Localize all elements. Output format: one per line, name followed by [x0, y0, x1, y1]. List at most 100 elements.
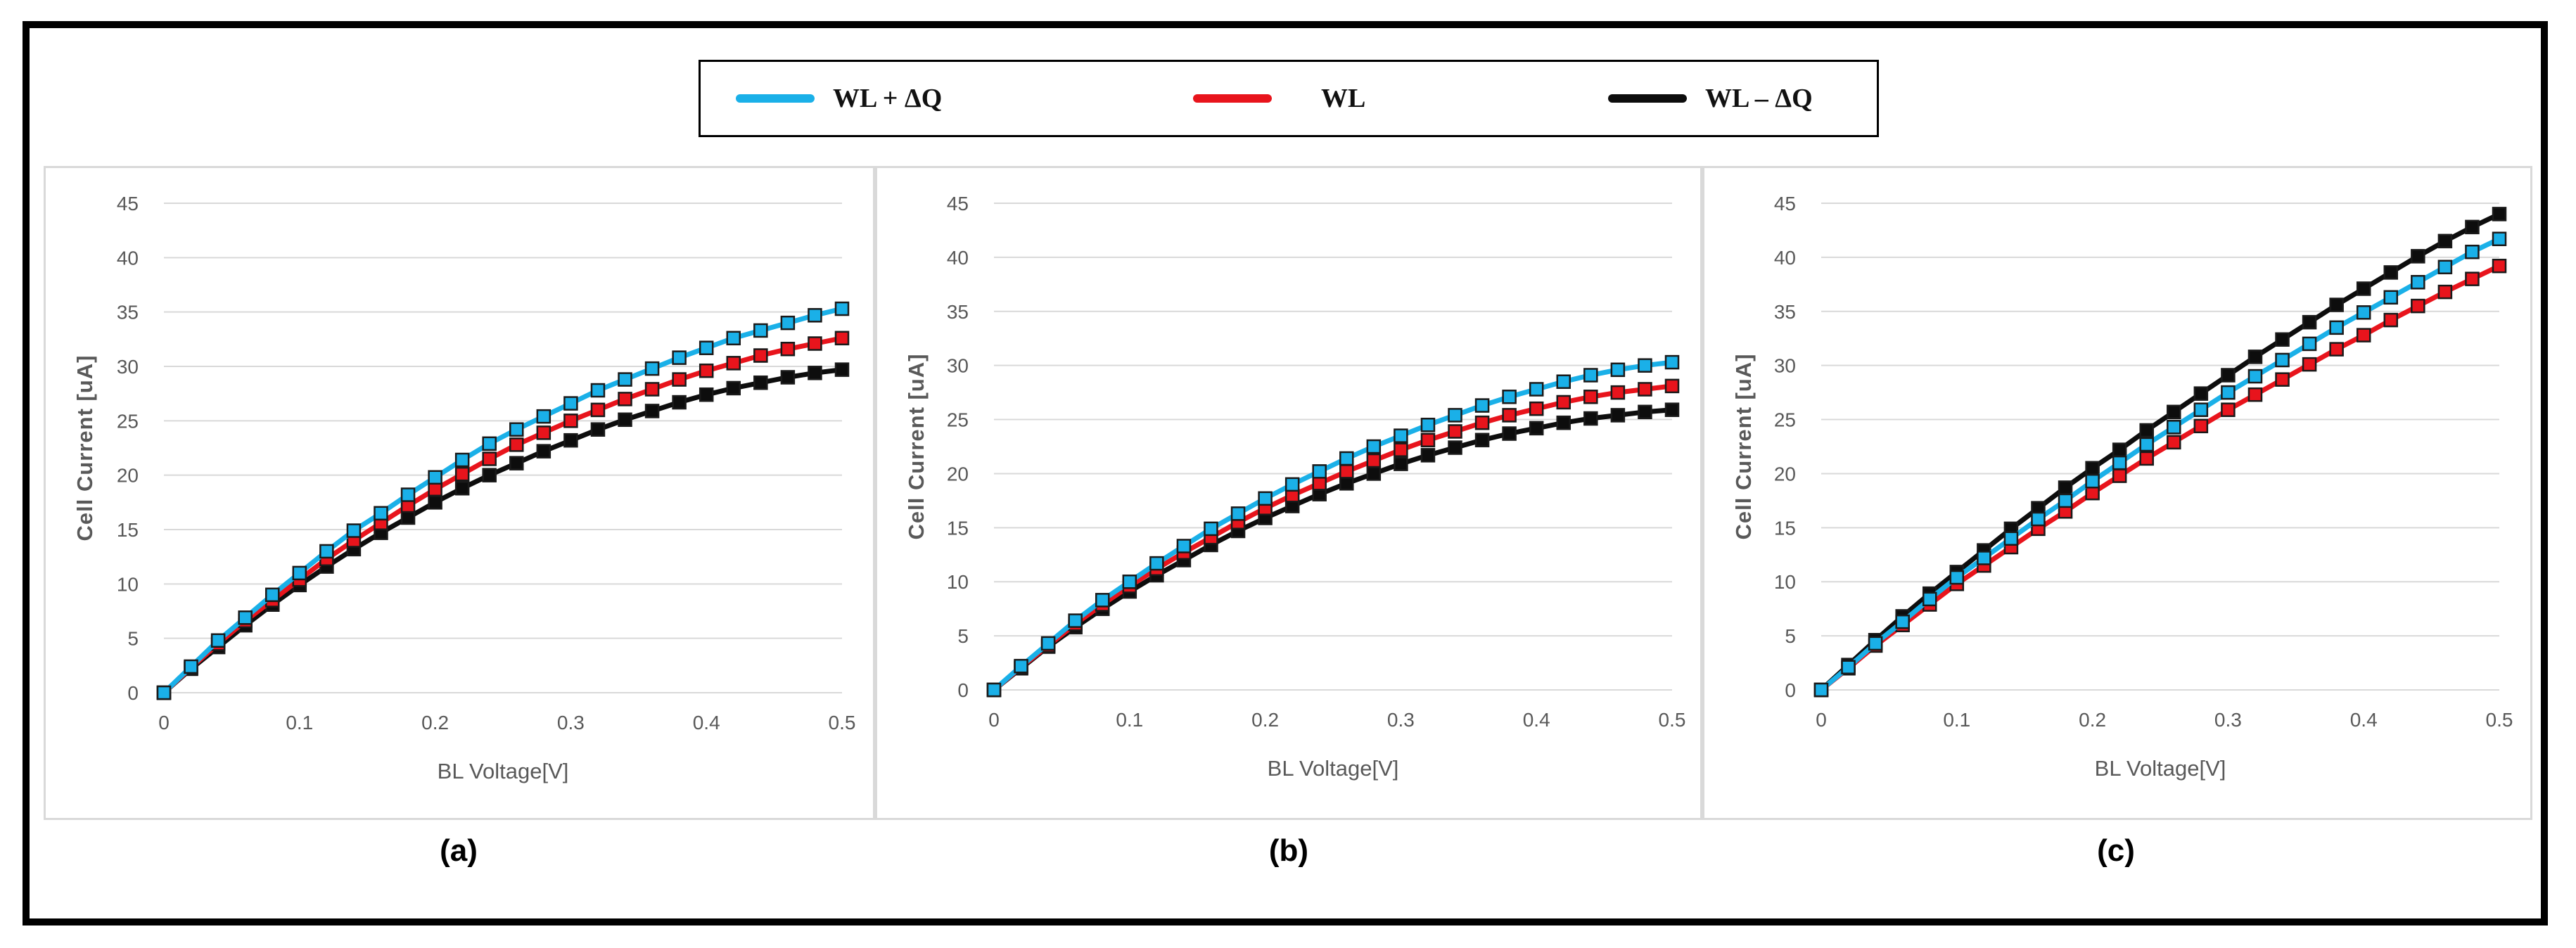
- point-a-wl-minus-dq-11: [454, 480, 470, 496]
- x-tick-c-4: 0.4: [2350, 709, 2378, 731]
- chart-legend: WL + ΔQ WL WL – ΔQ: [699, 60, 1879, 137]
- point-a-wl-plus-dq-9: [400, 487, 416, 502]
- point-b-wl-16: [1420, 433, 1436, 448]
- point-a-wl-plus-dq-14: [536, 409, 551, 424]
- y-tick-a-9: 45: [117, 193, 139, 214]
- point-c-wl-minus-dq-17: [2275, 332, 2290, 347]
- legend-swatch-wl-plus-dq: [736, 94, 815, 103]
- point-c-wl-17: [2275, 372, 2290, 387]
- point-c-wl-plus-dq-4: [1922, 591, 1937, 607]
- point-a-wl-minus-dq-14: [536, 444, 551, 459]
- caption-b: (b): [1268, 833, 1309, 868]
- point-b-wl-plus-dq-21: [1556, 374, 1571, 389]
- x-tick-a-2: 0.2: [421, 712, 449, 734]
- point-b-wl-12: [1312, 476, 1327, 491]
- point-c-wl-minus-dq-21: [2383, 265, 2399, 280]
- point-b-wl-plus-dq-10: [1258, 491, 1273, 506]
- point-a-wl-minus-dq-18: [644, 404, 660, 418]
- point-c-wl-plus-dq-13: [2167, 420, 2181, 435]
- y-tick-a-6: 30: [117, 356, 139, 378]
- y-tick-a-8: 40: [117, 247, 139, 269]
- point-c-wl-plus-dq-9: [2058, 493, 2073, 508]
- y-tick-b-5: 25: [947, 409, 969, 431]
- point-c-wl-12: [2139, 451, 2154, 466]
- point-a-wl-plus-dq-11: [454, 452, 470, 468]
- point-b-wl-plus-dq-22: [1583, 368, 1598, 383]
- point-c-wl-plus-dq-25: [2492, 231, 2507, 246]
- point-a-wl-minus-dq-23: [780, 370, 796, 385]
- point-a-wl-plus-dq-25: [834, 301, 850, 316]
- chart-panel-a: 0 5 10 15 20 25 30 35 40 45 0 0.1 0.2 0.3 0.4 0.5 BL Vol…: [44, 166, 875, 820]
- chart-plot-a: 0 5 10 15 20 25 30 35 40 45 0 0.1 0.2 0.3 0.4 0.5 BL Vol…: [72, 193, 855, 783]
- point-a-wl-13: [509, 437, 524, 452]
- series-line-b-wl-plus-dq: [992, 359, 1673, 692]
- point-a-wl-plus-dq-5: [292, 565, 307, 581]
- point-c-wl-11: [2112, 468, 2127, 483]
- point-c-wl-plus-dq-20: [2356, 305, 2371, 320]
- point-a-wl-24: [808, 336, 822, 351]
- point-a-wl-minus-dq-12: [482, 468, 497, 482]
- point-a-wl-12: [482, 451, 497, 466]
- point-a-wl-minus-dq-20: [699, 387, 714, 402]
- y-tick-b-2: 10: [947, 571, 969, 593]
- point-c-wl-minus-dq-23: [2437, 233, 2453, 249]
- point-b-wl-25: [1664, 378, 1680, 394]
- point-a-wl-minus-dq-16: [590, 422, 606, 437]
- point-a-wl-plus-dq-15: [563, 396, 578, 411]
- x-tick-b-5: 0.5: [1659, 709, 1686, 731]
- point-c-wl-plus-dq-14: [2193, 402, 2209, 417]
- y-tick-b-9: 45: [947, 193, 969, 214]
- point-c-wl-plus-dq-12: [2139, 437, 2154, 452]
- point-c-wl-20: [2356, 328, 2371, 342]
- y-axis-label-c: Cell Current [uA]: [1731, 354, 1756, 540]
- x-tick-b-2: 0.2: [1251, 709, 1279, 731]
- point-c-wl-minus-dq-18: [2302, 314, 2317, 330]
- point-b-wl-plus-dq-2: [1040, 636, 1056, 651]
- legend-item-wl: WL: [1193, 62, 1365, 135]
- y-tick-c-8: 40: [1774, 247, 1796, 269]
- legend-item-wl-plus-dq: WL + ΔQ: [736, 62, 942, 135]
- x-axis-label-b: BL Voltage[V]: [1268, 756, 1399, 781]
- point-a-wl-10: [428, 482, 442, 497]
- x-tick-b-0: 0: [988, 709, 1000, 731]
- legend-swatch-wl: [1193, 94, 1272, 103]
- legend-swatch-wl-minus-dq: [1608, 94, 1687, 103]
- y-tick-a-5: 25: [117, 410, 139, 432]
- point-b-wl-plus-dq-16: [1420, 417, 1436, 433]
- point-a-wl-plus-dq-19: [672, 350, 687, 365]
- x-tick-b-1: 0.1: [1116, 709, 1143, 731]
- point-b-wl-23: [1610, 385, 1626, 400]
- point-a-wl-11: [454, 466, 470, 482]
- x-tick-b-3: 0.3: [1387, 709, 1415, 731]
- point-c-wl-minus-dq-9: [2058, 480, 2073, 495]
- point-b-wl-plus-dq-24: [1638, 358, 1652, 373]
- y-tick-c-5: 25: [1774, 409, 1796, 431]
- point-a-wl-plus-dq-8: [374, 506, 388, 521]
- point-b-wl-plus-dq-15: [1394, 428, 1408, 443]
- point-b-wl-19: [1502, 408, 1517, 423]
- point-b-wl-14: [1366, 453, 1382, 468]
- chart-panel-c: 0 5 10 15 20 25 30 35 40 45 0 0.1 0.2 0.3 0.4 0.5 BL Vol…: [1702, 166, 2532, 820]
- y-tick-a-2: 10: [117, 573, 139, 595]
- point-a-wl-plus-dq-12: [482, 436, 497, 451]
- y-tick-b-0: 0: [957, 679, 969, 701]
- point-b-wl-minus-dq-17: [1448, 440, 1462, 455]
- point-c-wl-21: [2383, 312, 2399, 328]
- point-a-wl-25: [834, 331, 850, 346]
- series-line-b-wl-minus-dq: [992, 407, 1673, 692]
- point-a-wl-plus-dq-10: [428, 470, 442, 485]
- point-c-wl-10: [2085, 485, 2100, 501]
- y-axis-label-b: Cell Current [uA]: [904, 354, 929, 540]
- caption-c: (c): [2097, 833, 2135, 868]
- point-c-wl-24: [2465, 271, 2480, 286]
- point-a-wl-plus-dq-2: [210, 633, 226, 648]
- point-b-wl-plus-dq-1: [1014, 658, 1028, 674]
- y-axis-label-a: Cell Current [uA]: [72, 355, 97, 542]
- point-a-wl-plus-dq-18: [644, 361, 660, 376]
- y-tick-c-0: 0: [1785, 679, 1796, 701]
- point-b-wl-plus-dq-7: [1176, 539, 1192, 553]
- point-c-wl-minus-dq-16: [2247, 350, 2263, 364]
- point-c-wl-plus-dq-5: [1949, 570, 1965, 585]
- point-a-wl-plus-dq-6: [319, 544, 334, 559]
- x-tick-a-3: 0.3: [557, 712, 585, 734]
